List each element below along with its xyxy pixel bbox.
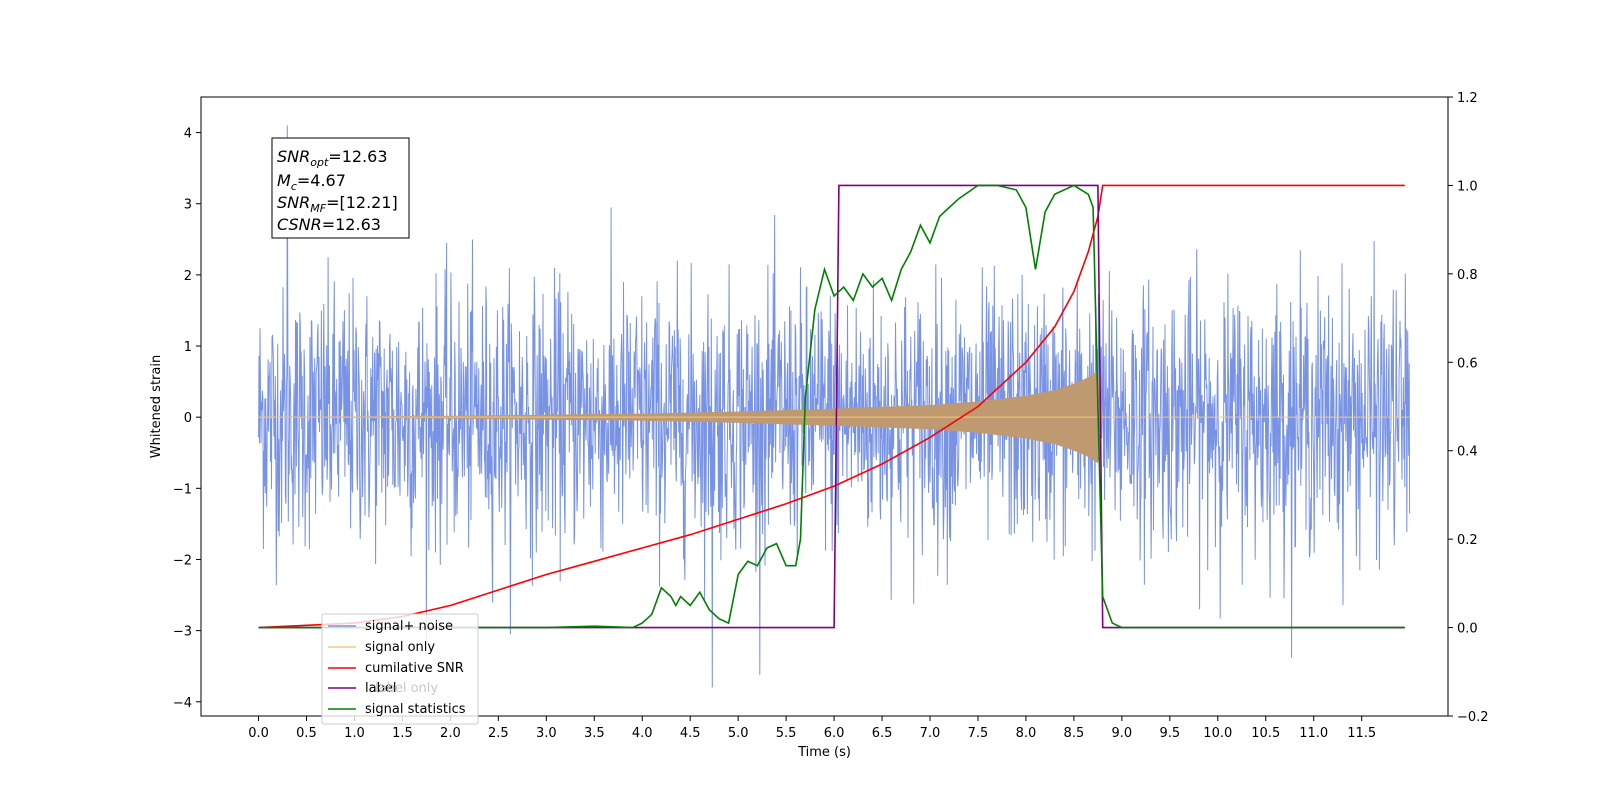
x-tick-label: 0.5 (296, 726, 317, 741)
y2-tick-label: −0.2 (1457, 710, 1489, 725)
x-tick-label: 10.0 (1203, 726, 1232, 741)
y-tick-label: 2 (184, 269, 192, 284)
y-tick-label: −3 (173, 625, 192, 640)
x-tick-label: 4.0 (632, 726, 653, 741)
x-tick-label: 10.5 (1251, 726, 1280, 741)
x-tick-label: 1.0 (344, 726, 365, 741)
y2-tick-label: 0.8 (1457, 268, 1478, 283)
x-tick-label: 2.5 (488, 726, 509, 741)
y2-tick-label: 1.2 (1457, 91, 1478, 106)
annotation-snr-mf: SNRMF=[12.21] (277, 193, 398, 215)
legend-item-label-only: label only (375, 681, 438, 696)
y-tick-label: −4 (173, 696, 192, 711)
y-tick-label: 3 (184, 198, 192, 213)
y-tick-label: 0 (184, 411, 192, 426)
x-tick-label: 11.5 (1347, 726, 1376, 741)
y-axis-left: −4 −3 −2 −1 0 1 2 3 4 (173, 127, 201, 711)
series-signal-noise (258, 125, 1411, 688)
legend-item-label: label label only (328, 681, 438, 696)
metrics-annotation-box: SNRopt=12.63 Mc=4.67 SNRMF=[12.21] CSNR=… (271, 137, 410, 239)
annotation-mc: Mc=4.67 (277, 171, 346, 193)
y-axis-right: −0.2 0.0 0.2 0.4 0.6 0.8 1.0 1.2 (1448, 91, 1489, 725)
right-axis-series (258, 184, 1405, 629)
annotation-snr-opt: SNRopt=12.63 (277, 147, 388, 169)
x-tick-label: 1.5 (392, 726, 413, 741)
y-tick-label: 1 (184, 340, 192, 355)
x-tick-label: 3.5 (584, 726, 605, 741)
x-tick-label: 9.5 (1159, 726, 1180, 741)
x-tick-label: 2.0 (440, 726, 461, 741)
y-axis-label: Whitened strain (149, 355, 164, 458)
x-tick-label: 3.0 (536, 726, 557, 741)
y2-tick-label: 0.6 (1457, 356, 1478, 371)
x-tick-label: 6.5 (872, 726, 893, 741)
svg-text:signal only: signal only (365, 640, 435, 655)
annotation-csnr: CSNR=12.63 (277, 215, 381, 234)
y-tick-label: −2 (173, 553, 192, 568)
series-line-signal-statistics (258, 184, 1405, 629)
svg-text:signal statistics: signal statistics (365, 702, 466, 717)
plot-frame (200, 96, 1449, 717)
y2-tick-label: 0.2 (1457, 533, 1478, 548)
x-tick-label: 0.0 (248, 726, 269, 741)
x-tick-label: 7.0 (920, 726, 941, 741)
y-tick-label: 4 (184, 127, 192, 142)
x-tick-label: 8.0 (1016, 726, 1037, 741)
svg-text:cumilative SNR: cumilative SNR (365, 661, 464, 676)
x-axis-label: Time (s) (797, 745, 851, 760)
y2-tick-label: 0.4 (1457, 445, 1478, 460)
x-axis: 0.0 0.5 1.0 1.5 2.0 2.5 3.0 3.5 4.0 4.5 5.0 5.5 6.0 6… (248, 716, 1376, 741)
x-tick-label: 9.0 (1112, 726, 1133, 741)
x-tick-label: 5.0 (728, 726, 749, 741)
y2-tick-label: 1.0 (1457, 179, 1478, 194)
svg-text:signal+ noise: signal+ noise (365, 619, 453, 634)
y-tick-label: −1 (173, 482, 192, 497)
legend-item-signal-statistics: signal statistics (328, 702, 466, 717)
legend-item-cumulative-snr: cumilative SNR (328, 661, 464, 676)
series-line-cumilative-snr (258, 184, 1405, 629)
legend: signal+ noise signal only cumilative SNR… (321, 613, 479, 725)
y2-tick-label: 0.0 (1457, 622, 1478, 637)
signal-noise-line (258, 125, 1411, 688)
x-tick-label: 8.5 (1064, 726, 1085, 741)
series-signal-only (258, 370, 1410, 464)
legend-item-signal-only: signal only (328, 640, 435, 655)
legend-item-signal-noise: signal+ noise (328, 619, 453, 634)
x-tick-label: 7.5 (968, 726, 989, 741)
svg-text:label: label (365, 681, 396, 696)
x-tick-label: 6.0 (824, 726, 845, 741)
x-tick-label: 4.5 (680, 726, 701, 741)
x-tick-label: 5.5 (776, 726, 797, 741)
plot-area (258, 125, 1411, 688)
x-tick-label: 11.0 (1299, 726, 1328, 741)
